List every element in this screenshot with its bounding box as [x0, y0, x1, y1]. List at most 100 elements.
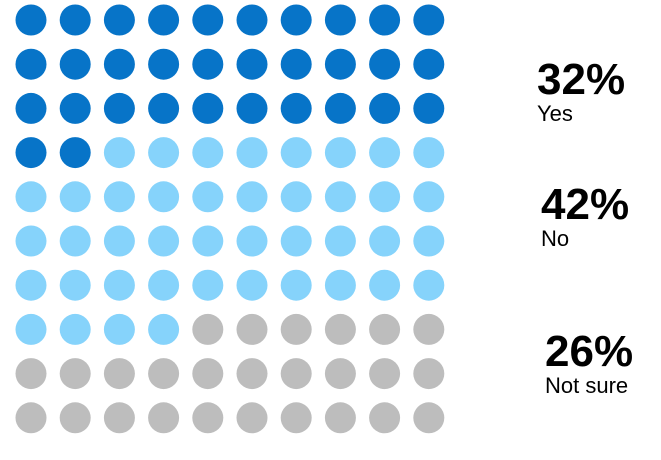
waffle-dot-no	[236, 269, 268, 301]
waffle-dot-yes	[369, 48, 401, 80]
waffle-dot-no	[280, 181, 312, 213]
waffle-dot-not-sure	[192, 402, 224, 434]
waffle-dot-no	[413, 181, 445, 213]
waffle-dot-no	[15, 225, 47, 257]
waffle-dot-no	[15, 313, 47, 345]
legend-item-yes: 32% Yes	[537, 58, 625, 126]
waffle-dot-yes	[59, 137, 91, 169]
legend-item-not-sure: 26% Not sure	[545, 330, 633, 398]
waffle-dot-not-sure	[280, 402, 312, 434]
waffle-dot-not-sure	[15, 358, 47, 390]
waffle-dot-yes	[280, 48, 312, 80]
waffle-dot-yes	[59, 92, 91, 124]
waffle-dot-yes	[103, 4, 135, 36]
waffle-dot-yes	[324, 48, 356, 80]
waffle-dot-no	[192, 225, 224, 257]
legend-label-yes: Yes	[537, 101, 573, 126]
waffle-dot-not-sure	[192, 313, 224, 345]
legend-label-not-sure: Not sure	[545, 373, 629, 398]
waffle-dot-no	[280, 137, 312, 169]
waffle-dot-no	[413, 225, 445, 257]
waffle-dot-no	[59, 269, 91, 301]
waffle-dot-yes	[413, 48, 445, 80]
waffle-dot-no	[103, 225, 135, 257]
waffle-dot-no	[324, 225, 356, 257]
waffle-dot-not-sure	[59, 402, 91, 434]
waffle-dot-not-sure	[236, 313, 268, 345]
waffle-dot-no	[148, 313, 180, 345]
waffle-dot-no	[324, 181, 356, 213]
waffle-dot-no	[192, 137, 224, 169]
waffle-dot-no	[148, 269, 180, 301]
waffle-dot-not-sure	[15, 402, 47, 434]
waffle-dot-no	[324, 137, 356, 169]
waffle-dot-no	[148, 181, 180, 213]
legend-value-no: 42%	[541, 180, 630, 229]
waffle-dot-no	[369, 137, 401, 169]
waffle-dot-not-sure	[324, 358, 356, 390]
waffle-dot-no	[59, 313, 91, 345]
waffle-dot-yes	[15, 137, 47, 169]
waffle-dot-not-sure	[236, 358, 268, 390]
waffle-dot-not-sure	[59, 358, 91, 390]
waffle-dot-not-sure	[192, 358, 224, 390]
waffle-dot-no	[369, 181, 401, 213]
waffle-dot-no	[192, 269, 224, 301]
waffle-dot-not-sure	[369, 313, 401, 345]
waffle-dot-no	[148, 137, 180, 169]
waffle-dot-yes	[369, 92, 401, 124]
waffle-dot-not-sure	[103, 402, 135, 434]
waffle-dot-yes	[15, 92, 47, 124]
waffle-dot-not-sure	[324, 402, 356, 434]
waffle-dot-no	[103, 181, 135, 213]
waffle-dot-no	[103, 313, 135, 345]
waffle-dot-no	[280, 225, 312, 257]
waffle-dot-no	[15, 269, 47, 301]
waffle-dot-not-sure	[148, 358, 180, 390]
waffle-dot-no	[148, 225, 180, 257]
waffle-chart	[15, 4, 445, 434]
waffle-dot-no	[413, 137, 445, 169]
legend-value-not-sure: 26%	[545, 327, 634, 376]
waffle-dot-yes	[15, 48, 47, 80]
waffle-dot-not-sure	[413, 358, 445, 390]
waffle-dot-yes	[192, 4, 224, 36]
waffle-dot-yes	[280, 92, 312, 124]
waffle-dot-no	[324, 269, 356, 301]
legend-item-no: 42% No	[541, 183, 629, 251]
waffle-dot-yes	[236, 4, 268, 36]
waffle-dot-no	[59, 225, 91, 257]
waffle-dot-no	[103, 137, 135, 169]
waffle-dot-not-sure	[369, 402, 401, 434]
waffle-dot-no	[236, 181, 268, 213]
waffle-dot-not-sure	[413, 402, 445, 434]
legend-value-yes: 32%	[537, 55, 626, 104]
waffle-dot-not-sure	[103, 358, 135, 390]
waffle-dot-yes	[413, 92, 445, 124]
waffle-dot-yes	[324, 92, 356, 124]
waffle-dot-yes	[369, 4, 401, 36]
waffle-dot-no	[59, 181, 91, 213]
waffle-dot-no	[103, 269, 135, 301]
waffle-dot-not-sure	[413, 313, 445, 345]
waffle-dot-yes	[148, 92, 180, 124]
waffle-dot-yes	[59, 4, 91, 36]
waffle-dot-not-sure	[148, 402, 180, 434]
legend-label-no: No	[541, 226, 570, 251]
waffle-dot-yes	[280, 4, 312, 36]
waffle-dot-no	[413, 269, 445, 301]
waffle-dot-no	[15, 181, 47, 213]
waffle-dot-not-sure	[324, 313, 356, 345]
waffle-dot-no	[280, 269, 312, 301]
waffle-dot-yes	[236, 48, 268, 80]
waffle-dot-yes	[413, 4, 445, 36]
waffle-dot-yes	[148, 48, 180, 80]
waffle-dot-yes	[236, 92, 268, 124]
waffle-dot-not-sure	[369, 358, 401, 390]
waffle-dot-yes	[103, 92, 135, 124]
waffle-dot-yes	[103, 48, 135, 80]
waffle-dot-not-sure	[280, 313, 312, 345]
waffle-dot-yes	[192, 48, 224, 80]
waffle-dot-not-sure	[236, 402, 268, 434]
waffle-dot-yes	[59, 48, 91, 80]
